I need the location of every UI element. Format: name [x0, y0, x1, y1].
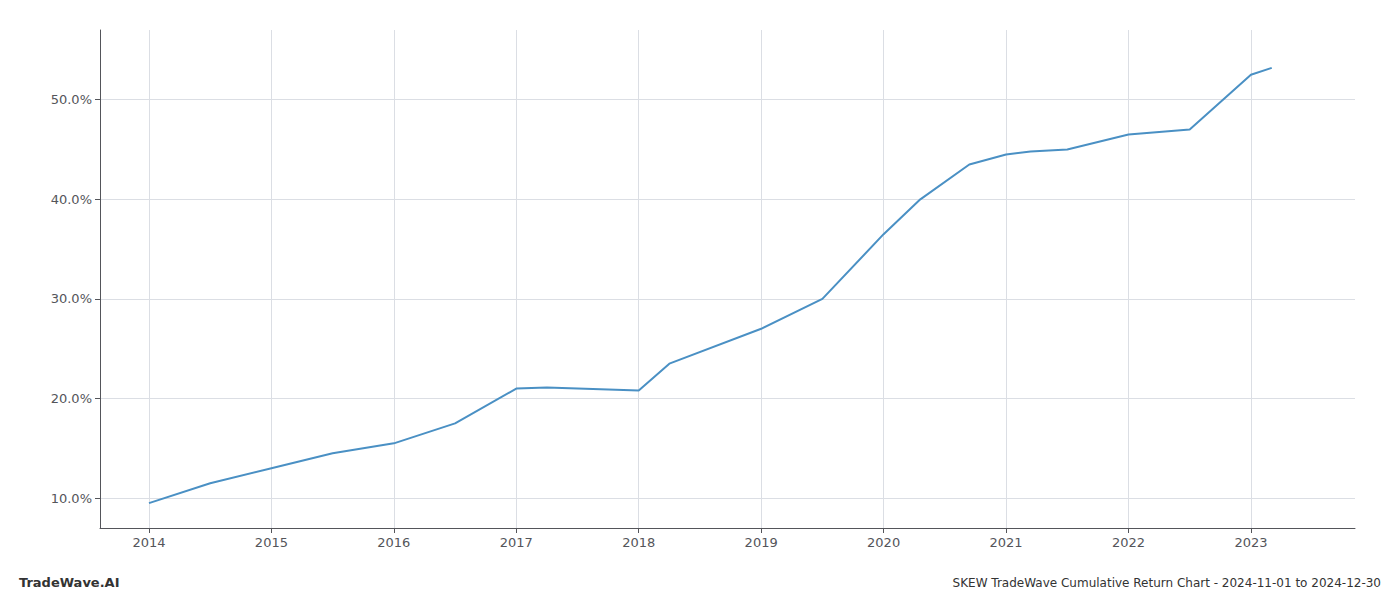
- svg-text:2023: 2023: [1234, 535, 1267, 550]
- svg-text:10.0%: 10.0%: [51, 491, 92, 506]
- svg-text:2022: 2022: [1112, 535, 1145, 550]
- svg-text:2014: 2014: [132, 535, 165, 550]
- svg-text:20.0%: 20.0%: [51, 391, 92, 406]
- svg-text:2020: 2020: [867, 535, 900, 550]
- svg-text:30.0%: 30.0%: [51, 291, 92, 306]
- svg-text:2021: 2021: [990, 535, 1023, 550]
- svg-text:2015: 2015: [255, 535, 288, 550]
- svg-text:50.0%: 50.0%: [51, 92, 92, 107]
- svg-text:40.0%: 40.0%: [51, 192, 92, 207]
- svg-text:SKEW TradeWave Cumulative Retu: SKEW TradeWave Cumulative Return Chart -…: [953, 576, 1381, 590]
- svg-text:2017: 2017: [500, 535, 533, 550]
- svg-text:2018: 2018: [622, 535, 655, 550]
- svg-text:TradeWave.AI: TradeWave.AI: [19, 575, 120, 590]
- svg-text:2016: 2016: [377, 535, 410, 550]
- svg-text:2019: 2019: [745, 535, 778, 550]
